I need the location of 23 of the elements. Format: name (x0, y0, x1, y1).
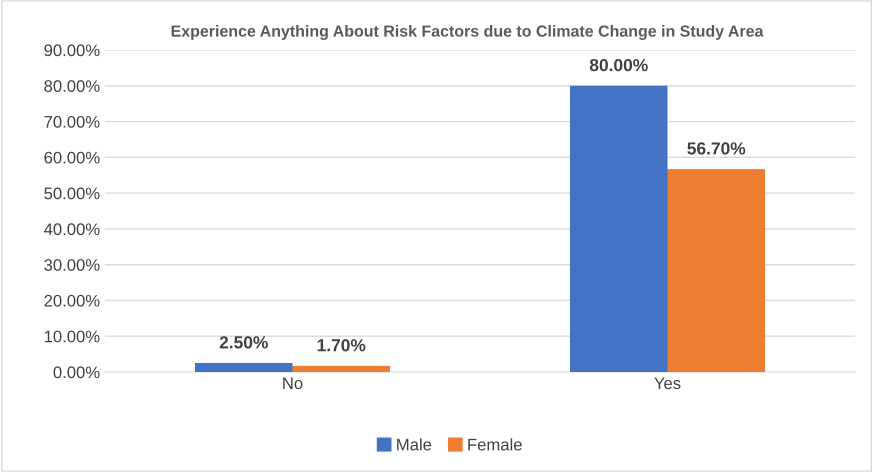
bar (668, 169, 765, 372)
y-tick-label: 0.00% (54, 366, 100, 378)
bar (570, 86, 668, 372)
y-tick-label: 60.00% (44, 152, 100, 164)
y-tick-label: 20.00% (44, 294, 100, 307)
bar (195, 363, 292, 372)
legend-label: Male (397, 438, 432, 451)
data-label: 80.00% (590, 58, 648, 72)
chart-title: Experience Anything About Risk Factors due to Climate Change in Study Area (172, 25, 764, 40)
y-tick-label: 90.00% (44, 44, 100, 56)
y-tick-label: 40.00% (44, 223, 100, 236)
data-label: 56.70% (687, 142, 746, 155)
data-label: 1.70% (318, 339, 366, 352)
y-tick-label: 70.00% (44, 116, 100, 128)
y-tick-label: 10.00% (44, 330, 100, 342)
x-tick-label: Yes (654, 377, 680, 390)
y-tick-label: 50.00% (44, 188, 100, 200)
x-tick-label: No (283, 377, 302, 390)
data-label: 2.50% (220, 336, 268, 349)
bar (292, 366, 390, 372)
y-tick-label: 80.00% (44, 80, 100, 92)
legend-label: Female (468, 438, 522, 451)
y-tick-label: 30.00% (44, 259, 100, 271)
